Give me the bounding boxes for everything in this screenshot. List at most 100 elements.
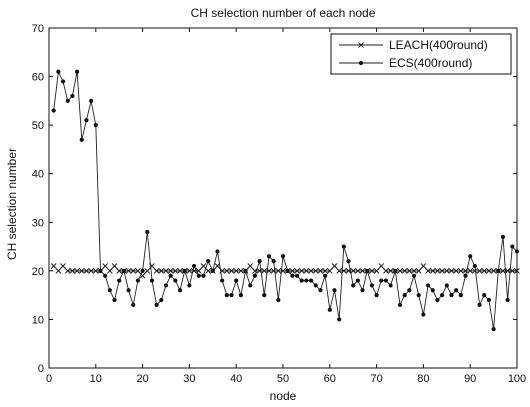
data-point (201, 273, 206, 278)
data-point (317, 268, 324, 274)
y-tick-label: 20 (32, 266, 44, 278)
data-point (117, 278, 122, 283)
y-tick-label: 10 (32, 314, 44, 326)
data-point (425, 268, 431, 274)
data-point (308, 268, 314, 274)
data-point (443, 268, 450, 274)
data-point (93, 123, 98, 128)
data-point (220, 278, 225, 283)
data-point (468, 254, 473, 259)
data-point (351, 283, 356, 288)
data-point (406, 268, 413, 274)
data-point (275, 268, 282, 274)
data-point (476, 268, 483, 274)
data-point (51, 108, 56, 113)
data-point (378, 263, 385, 269)
data-point (514, 268, 520, 274)
data-point (229, 293, 234, 298)
data-point (187, 283, 192, 288)
data-point (360, 288, 365, 293)
series-leach (50, 263, 520, 279)
data-point (186, 268, 193, 274)
data-point (299, 278, 304, 283)
data-point (397, 302, 403, 307)
data-point (248, 283, 253, 288)
data-point (88, 268, 94, 274)
data-point (387, 268, 394, 274)
data-point (111, 263, 118, 269)
data-point (153, 268, 160, 274)
data-point (102, 263, 109, 269)
series-line (53, 70, 518, 330)
data-point (56, 69, 61, 74)
data-point (369, 283, 375, 288)
data-point (429, 268, 436, 274)
series-line (53, 265, 517, 277)
data-point (355, 268, 361, 274)
series-ecs (51, 69, 520, 332)
data-point (294, 273, 300, 278)
data-point (206, 259, 211, 264)
data-point (130, 268, 137, 274)
data-point (369, 268, 375, 274)
data-point (223, 268, 230, 274)
chart-title: CH selection number of each node (191, 6, 376, 20)
data-point (336, 268, 343, 274)
data-point (106, 268, 113, 274)
data-point (331, 263, 338, 269)
data-point (163, 283, 169, 288)
data-point (411, 273, 417, 278)
data-point (355, 278, 360, 283)
plot-area (48, 27, 518, 369)
data-point (365, 268, 370, 273)
data-point (505, 297, 510, 303)
data-point (416, 293, 421, 298)
data-point (233, 268, 240, 274)
data-point (168, 273, 173, 278)
y-axis: 0 10 20 30 40 50 60 70 (32, 23, 517, 375)
data-point (50, 263, 57, 269)
data-point (98, 268, 103, 273)
data-point (92, 268, 99, 274)
data-point (65, 98, 70, 103)
data-point (159, 297, 164, 303)
data-point (402, 293, 407, 298)
data-point (327, 307, 332, 312)
data-point (83, 268, 90, 274)
data-point (486, 297, 492, 303)
data-point (131, 302, 136, 307)
x-tick-label: 80 (417, 373, 429, 385)
y-axis-label: CH selection number (5, 148, 19, 260)
data-point (323, 273, 328, 278)
data-point (374, 293, 379, 298)
data-point (463, 273, 468, 278)
legend-label-ecs: ECS(400round) (389, 56, 472, 70)
y-tick-label: 60 (32, 72, 44, 84)
y-tick-label: 0 (38, 363, 44, 375)
data-point (107, 288, 112, 293)
data-point (440, 293, 445, 298)
data-point (467, 268, 474, 274)
data-point (238, 293, 243, 298)
data-point (238, 268, 244, 274)
data-point (430, 288, 435, 293)
data-point (304, 278, 309, 283)
data-point (271, 259, 276, 264)
x-tick-label: 70 (370, 373, 382, 385)
y-tick-label: 40 (32, 169, 44, 181)
data-point (379, 278, 384, 283)
data-point (173, 278, 178, 283)
data-point (313, 283, 318, 288)
data-point (112, 297, 117, 303)
data-point (289, 268, 296, 274)
data-point (500, 268, 506, 274)
data-point (60, 79, 66, 84)
x-tick-label: 50 (277, 373, 289, 385)
data-point (294, 268, 300, 274)
data-point (444, 283, 449, 288)
data-point (453, 268, 460, 274)
data-point (228, 268, 235, 274)
data-point (383, 268, 389, 274)
data-point (163, 268, 169, 274)
